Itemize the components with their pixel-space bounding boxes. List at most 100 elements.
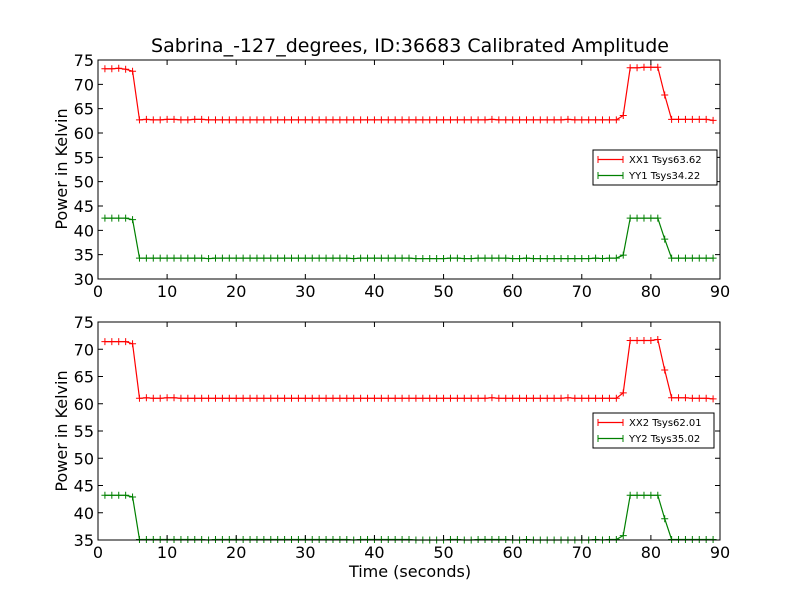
bottom-series-0-point [218, 394, 226, 402]
top-series-0-point [516, 116, 524, 124]
top-series-1-point [419, 255, 427, 263]
top-series-1-point [218, 254, 226, 262]
top-series-1-point [149, 254, 157, 262]
bottom-series-1-point [246, 535, 254, 543]
top-series-1-point [343, 254, 351, 262]
top-series-0-point [315, 116, 323, 124]
top-series-0-point [495, 116, 503, 124]
bottom-legend-label-0: XX2 Tsys62.01 [629, 418, 702, 429]
bottom-series-1-point [522, 535, 530, 543]
bottom-plot-xlabel: Time (seconds) [348, 562, 471, 581]
top-series-1-point [599, 255, 607, 263]
top-series-1-point [205, 255, 213, 263]
bottom-series-0-point [364, 394, 372, 402]
bottom-series-1-point [453, 535, 461, 543]
bottom-series-0-point [177, 394, 185, 402]
bottom-series-0-point [446, 394, 454, 402]
top-series-0-point [384, 116, 392, 124]
top-series-1-point [108, 214, 116, 222]
top-series-1-point [315, 254, 323, 262]
top-series-1-point [675, 254, 683, 262]
top-series-0-point [626, 64, 634, 72]
bottom-series-1-point [384, 535, 392, 543]
bottom-series-1-point [225, 535, 233, 543]
top-series-0-point [115, 64, 123, 72]
top-series-0-point [488, 115, 496, 123]
top-x-tick-label: 20 [226, 282, 246, 301]
top-series-0-point [446, 116, 454, 124]
top-series-0-point [550, 116, 558, 124]
top-series-1-point [288, 254, 296, 262]
top-series-1-point [605, 254, 613, 262]
bottom-x-tick-label: 60 [502, 543, 522, 562]
top-plot-frame [97, 59, 721, 280]
bottom-y-tick-label: 35 [74, 531, 94, 550]
top-series-1-point [129, 216, 137, 224]
top-x-tick-label: 30 [295, 282, 315, 301]
top-series-1-point [301, 254, 309, 262]
bottom-series-1-point [364, 535, 372, 543]
top-series-0-point [709, 116, 717, 124]
top-y-tick-label: 40 [74, 221, 94, 240]
bottom-series-1-point [288, 535, 296, 543]
top-series-1-point [453, 254, 461, 262]
top-series-1-point [426, 255, 434, 263]
top-y-tick-label: 45 [74, 197, 94, 216]
bottom-series-1-point [661, 515, 669, 523]
top-series-1-point [377, 254, 385, 262]
top-series-1-point [267, 254, 275, 262]
top-series-0-point [101, 65, 109, 73]
top-series-1-point [585, 255, 593, 263]
top-series-1-point [142, 254, 150, 262]
top-legend: XX1 Tsys63.62 YY1 Tsys34.22 [592, 149, 718, 186]
top-series-0-point [281, 116, 289, 124]
bottom-series-0-point [640, 337, 648, 345]
bottom-x-tick-label: 10 [157, 543, 177, 562]
bottom-series-0-point [267, 394, 275, 402]
bottom-series-0-point [288, 394, 296, 402]
top-series-1-point [177, 254, 185, 262]
bottom-series-0-point [654, 335, 662, 343]
bottom-series-1-point [218, 535, 226, 543]
bottom-series-0-point [412, 394, 420, 402]
top-series-1-point [398, 254, 406, 262]
top-x-tick-label: 80 [641, 282, 661, 301]
bottom-series-1-point [626, 491, 634, 499]
bottom-series-0-point [225, 394, 233, 402]
bottom-series-1-point [184, 535, 192, 543]
bottom-series-0-point [322, 394, 330, 402]
top-series-0-point [481, 116, 489, 124]
top-series-1-point [294, 254, 302, 262]
top-series-1-point [253, 254, 261, 262]
top-series-0-point [253, 116, 261, 124]
top-series-0-point [225, 116, 233, 124]
bottom-series-1-point [446, 535, 454, 543]
top-series-1-point [384, 254, 392, 262]
bottom-series-0-point [522, 394, 530, 402]
bottom-y-tick-label: 45 [74, 477, 94, 496]
top-series-0-point [668, 115, 676, 123]
top-series-0-point [585, 116, 593, 124]
top-series-0-point [557, 116, 565, 124]
bottom-series-1-point [336, 535, 344, 543]
top-series-0-point [681, 115, 689, 123]
bottom-series-0-point [695, 394, 703, 402]
top-series-0-point [502, 116, 510, 124]
bottom-plot-panel: Power in Kelvin Time (seconds) 0 10 20 30 40… [52, 313, 730, 581]
bottom-series-0-point [709, 395, 717, 403]
top-series-1-point [502, 254, 510, 262]
bottom-series-1-point [260, 535, 268, 543]
bottom-series-0-point [149, 394, 157, 402]
top-series-0-point [191, 115, 199, 123]
bottom-series-0-point [308, 394, 316, 402]
top-y-tick-label: 30 [74, 270, 94, 289]
bottom-series-0-point [405, 394, 413, 402]
top-series-0-point [108, 65, 116, 73]
bottom-series-0-point [550, 394, 558, 402]
top-y-tick-label: 55 [74, 148, 94, 167]
top-plot-ylabel: Power in Kelvin [52, 108, 71, 229]
bottom-series-0-point [142, 394, 150, 402]
top-series-0-point [440, 116, 448, 124]
top-y-tick-label: 75 [74, 51, 94, 70]
top-series-1-point [336, 254, 344, 262]
